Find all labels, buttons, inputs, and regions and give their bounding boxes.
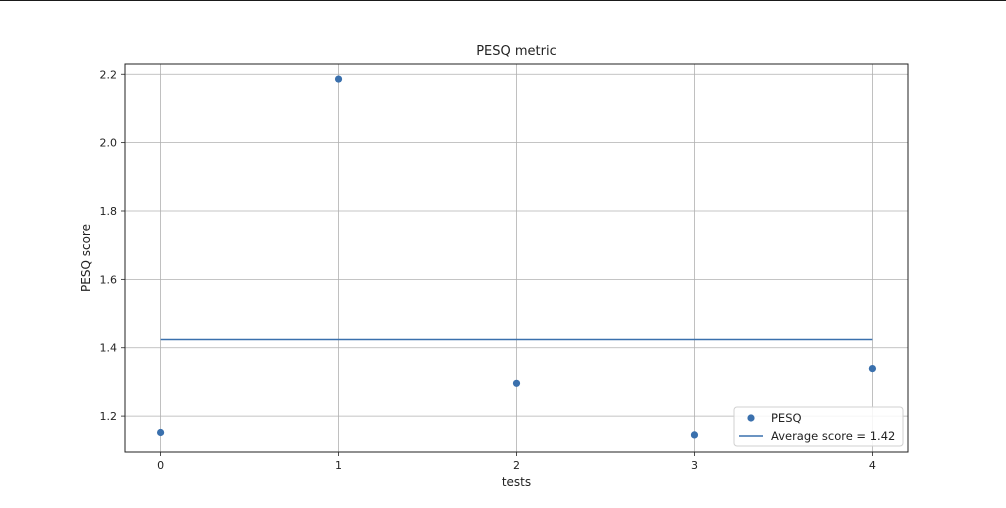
y-tick-label: 1.4 xyxy=(100,342,118,355)
legend-point-swatch xyxy=(747,414,755,422)
x-axis-label: tests xyxy=(502,475,531,489)
y-tick-label: 2.2 xyxy=(100,68,118,81)
pesq-point xyxy=(690,431,699,439)
chart-title: PESQ metric xyxy=(476,44,557,59)
pesq-point xyxy=(512,379,521,387)
pesq-point xyxy=(334,75,343,83)
legend-label: PESQ xyxy=(771,411,802,425)
top-border xyxy=(0,0,1006,1)
y-tick-label: 1.6 xyxy=(100,273,118,286)
x-tick-label: 1 xyxy=(335,459,342,472)
scatter-points xyxy=(156,75,877,439)
legend-box xyxy=(733,406,904,447)
pesq-point xyxy=(868,364,877,373)
y-tick-label: 1.8 xyxy=(100,205,118,218)
x-tick-label: 3 xyxy=(691,459,698,472)
x-tick-label: 0 xyxy=(157,459,164,472)
y-tick-label: 1.2 xyxy=(100,410,118,423)
ticks: 0 1 2 3 4 1.2 1.4 1.6 1.8 2.0 2.2 xyxy=(100,68,876,472)
y-axis-label: PESQ score xyxy=(79,224,93,292)
y-tick-label: 2.0 xyxy=(100,137,118,150)
grid xyxy=(125,64,908,452)
legend-label: Average score = 1.42 xyxy=(771,429,895,443)
legend: PESQ Average score = 1.42 xyxy=(733,406,904,447)
pesq-point xyxy=(156,428,165,437)
x-tick-label: 2 xyxy=(513,459,520,472)
x-tick-label: 4 xyxy=(869,459,876,472)
